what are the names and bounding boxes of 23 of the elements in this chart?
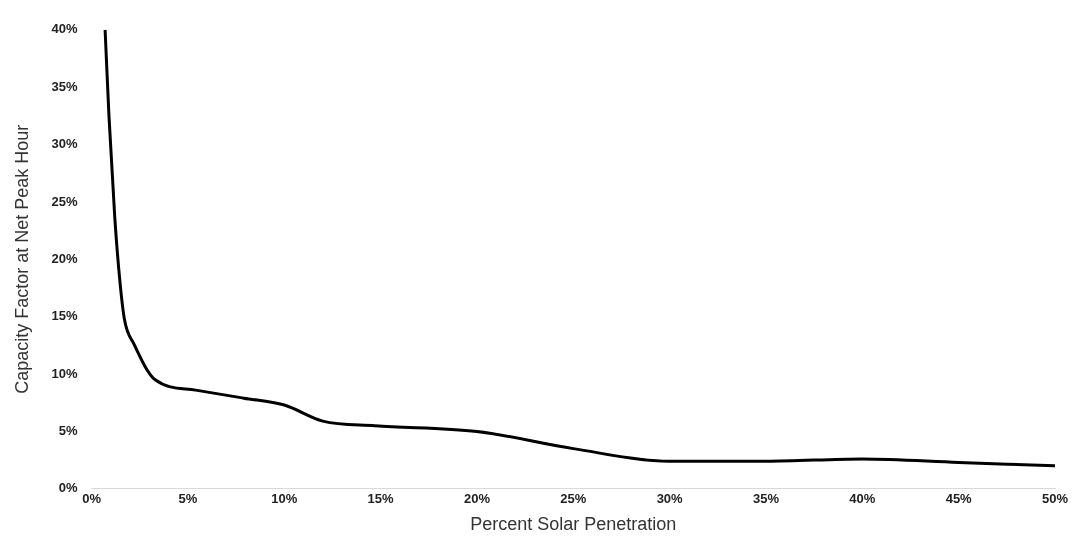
x-tick-label: 10% xyxy=(271,491,298,507)
y-axis-title: Capacity Factor at Net Peak Hour xyxy=(11,124,32,394)
x-tick-label: 50% xyxy=(1041,491,1069,507)
x-tick-label: 25% xyxy=(560,491,587,507)
x-tick-label: 40% xyxy=(849,491,876,507)
y-tick-label: 30% xyxy=(51,136,79,152)
line-series xyxy=(103,29,1055,468)
y-tick-label: 10% xyxy=(51,365,79,381)
x-axis-title: Percent Solar Penetration xyxy=(470,514,677,535)
x-tick-label: 45% xyxy=(945,491,973,507)
x-tick-label: 5% xyxy=(178,491,198,507)
x-tick-label: 20% xyxy=(463,491,491,507)
y-tick-label: 35% xyxy=(51,78,79,94)
y-tick-label: 15% xyxy=(51,308,79,324)
y-tick-label: 20% xyxy=(51,250,79,266)
y-tick-label: 0% xyxy=(58,480,79,496)
y-tick-label: 5% xyxy=(58,423,79,438)
x-tick-label: 35% xyxy=(752,491,780,507)
x-tick-label: 30% xyxy=(656,491,684,507)
y-tick-label: 25% xyxy=(51,193,79,209)
x-tick-label: 15% xyxy=(367,491,395,507)
y-tick-label: 40% xyxy=(51,21,79,37)
x-tick-label: 0% xyxy=(82,491,102,507)
